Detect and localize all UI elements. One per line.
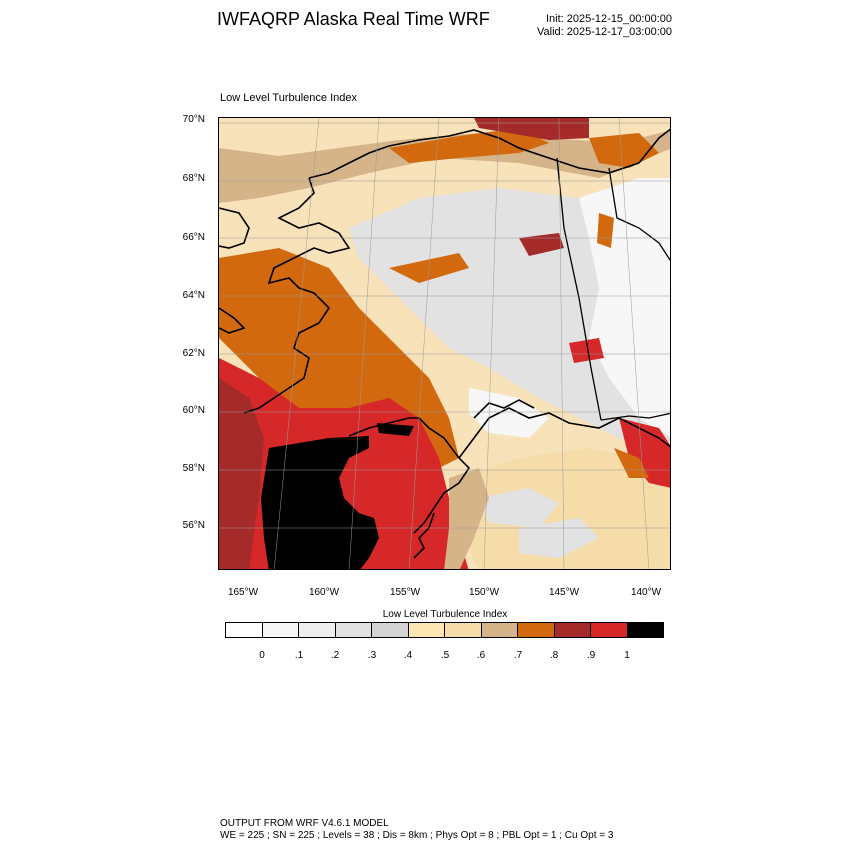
footer-model-line: OUTPUT FROM WRF V4.6.1 MODEL bbox=[220, 818, 389, 829]
lat-label-56n: 56°N bbox=[182, 520, 205, 531]
colorbar-swatch bbox=[518, 623, 555, 637]
lon-label-140w: 140°W bbox=[630, 587, 662, 598]
field-region-orange-north bbox=[389, 128, 549, 163]
field-region-tan-cook bbox=[444, 468, 489, 569]
colorbar-label-0-9: .9 bbox=[586, 650, 596, 661]
colorbar-label-0-4: .4 bbox=[403, 650, 413, 661]
footer-config-line: WE = 225 ; SN = 225 ; Levels = 38 ; Dis … bbox=[220, 830, 614, 841]
field-region-tan-gulf bbox=[459, 448, 670, 569]
colorbar-label-0-2: .2 bbox=[330, 650, 340, 661]
colorbar-label-0-6: .6 bbox=[476, 650, 486, 661]
lat-label-62n: 62°N bbox=[182, 348, 205, 359]
field-region-black-strip bbox=[377, 423, 414, 436]
field-region-gray-interior bbox=[349, 178, 670, 448]
field-region-gray-gulf-1 bbox=[479, 488, 559, 528]
plot-title: Low Level Turbulence Index bbox=[220, 92, 357, 104]
colorbar-swatch bbox=[262, 623, 299, 637]
lon-label-150w: 150°W bbox=[468, 587, 500, 598]
field-region-darkred-north bbox=[474, 118, 589, 140]
colorbar-swatch bbox=[591, 623, 628, 637]
field-streak-1 bbox=[519, 233, 564, 256]
graticule bbox=[219, 118, 670, 569]
colorbar-swatch bbox=[299, 623, 336, 637]
lat-label-60n: 60°N bbox=[182, 405, 205, 416]
coastlines bbox=[219, 128, 670, 559]
valid-time: Valid: 2025-12-17_03:00:00 bbox=[537, 26, 672, 38]
run-times: Init: 2025-12-15_00:00:00 Valid: 2025-12… bbox=[470, 13, 672, 39]
colorbar-label-0-8: .8 bbox=[549, 650, 559, 661]
turbulence-field-map bbox=[219, 118, 670, 569]
field-streak-3 bbox=[569, 338, 604, 363]
lat-label-66n: 66°N bbox=[182, 232, 205, 243]
lon-label-165w: 165°W bbox=[227, 587, 259, 598]
colorbar-label-0-3: .3 bbox=[367, 650, 377, 661]
main-title: IWFAQRP Alaska Real Time WRF bbox=[217, 9, 490, 29]
colorbar bbox=[225, 622, 664, 638]
colorbar-label-0-1: .1 bbox=[294, 650, 304, 661]
colorbar-title: Low Level Turbulence Index bbox=[382, 609, 508, 620]
colorbar-swatch bbox=[226, 623, 263, 637]
colorbar-swatch bbox=[445, 623, 482, 637]
colorbar-swatch bbox=[335, 623, 372, 637]
colorbar-label-0-7: .7 bbox=[513, 650, 523, 661]
model-footer: OUTPUT FROM WRF V4.6.1 MODEL WE = 225 ; … bbox=[220, 818, 613, 842]
colorbar-label-0: 0 bbox=[259, 650, 265, 661]
lon-label-160w: 160°W bbox=[308, 587, 340, 598]
colorbar-label-0-5: .5 bbox=[440, 650, 450, 661]
field-region-darkred-west bbox=[219, 378, 264, 569]
colorbar-swatch bbox=[554, 623, 591, 637]
map-panel bbox=[218, 117, 671, 570]
field-streak-2 bbox=[597, 213, 614, 248]
lat-label-58n: 58°N bbox=[182, 463, 205, 474]
colorbar-swatch bbox=[627, 623, 663, 637]
lat-label-68n: 68°N bbox=[182, 173, 205, 184]
colorbar-swatch bbox=[372, 623, 409, 637]
lon-label-155w: 155°W bbox=[389, 587, 421, 598]
field-region-orange-southeast bbox=[614, 448, 649, 478]
lat-label-70n: 70°N bbox=[182, 114, 205, 125]
colorbar-label-1: 1 bbox=[624, 650, 630, 661]
lon-label-145w: 145°W bbox=[548, 587, 580, 598]
lat-label-64n: 64°N bbox=[182, 290, 205, 301]
colorbar-swatch bbox=[481, 623, 518, 637]
colorbar-swatch bbox=[408, 623, 445, 637]
field-region-black-core bbox=[261, 436, 379, 569]
init-time: Init: 2025-12-15_00:00:00 bbox=[546, 13, 672, 25]
